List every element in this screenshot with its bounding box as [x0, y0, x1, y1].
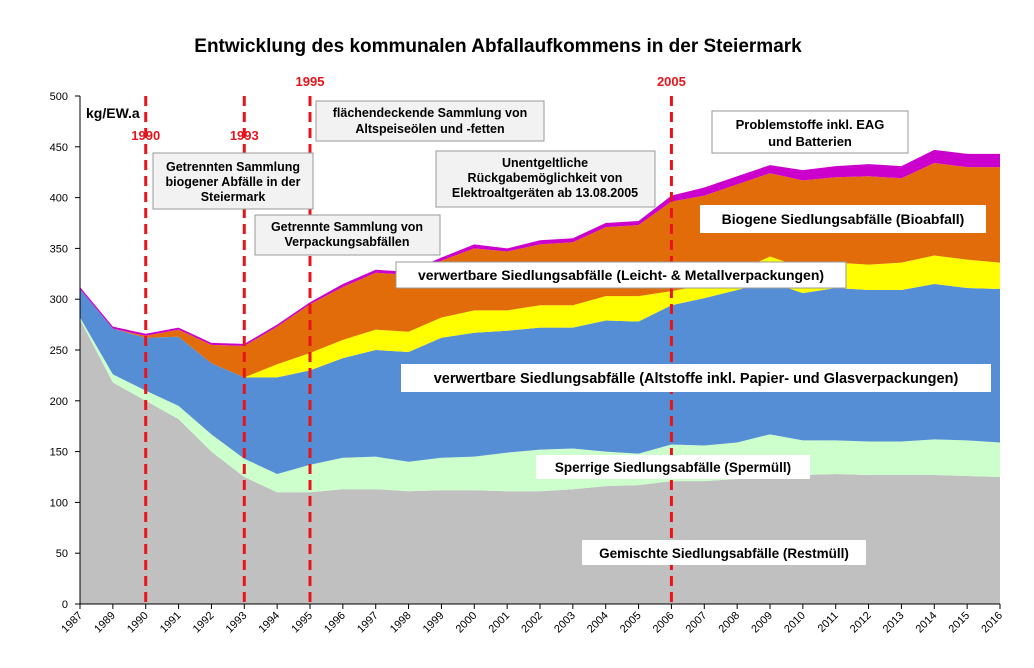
x-tick-label: 1990: [125, 610, 151, 636]
x-tick-label: 2008: [716, 610, 742, 636]
x-tick-label: 2015: [946, 610, 972, 636]
x-tick-label: 2004: [585, 610, 611, 636]
y-tick-label: 200: [50, 396, 68, 408]
label-line-1: Problemstoffe inkl. EAG: [736, 117, 885, 132]
marker-label-2005: 2005: [657, 74, 686, 89]
x-tick-label: 1998: [388, 610, 414, 636]
y-tick-label: 300: [50, 294, 68, 306]
marker-label-1993: 1993: [230, 128, 259, 143]
label-alt-text: verwertbare Siedlungsabfälle (Altstoffe …: [434, 371, 959, 387]
x-tick-label: 2003: [552, 610, 578, 636]
x-tick-label: 2010: [782, 610, 808, 636]
annotation-line-2: Altspeiseölen und -fetten: [355, 122, 504, 136]
x-tick-label: 2009: [749, 610, 775, 636]
y-tick-label: 500: [50, 91, 68, 103]
annotation-line-1: Getrennte Sammlung von: [271, 220, 423, 234]
x-tick-label: 1987: [59, 610, 85, 636]
x-tick-label: 1999: [421, 610, 447, 636]
annotation-line-3: Steiermark: [201, 190, 266, 204]
annotation-oil-1995: flächendeckende Sammlung von Altspeiseöl…: [315, 100, 545, 142]
annotation-line-2: Rückgabemöglichkeit von: [468, 171, 623, 185]
annotation-verpackung-1993: Getrennte Sammlung von Verpackungsabfäll…: [254, 214, 441, 256]
label-leichtverpackungen: verwertbare Siedlungsabfälle (Leicht- & …: [395, 261, 847, 289]
x-tick-label: 2014: [914, 610, 940, 636]
y-tick-label: 0: [62, 599, 68, 611]
area-series-5: [80, 149, 1000, 346]
x-tick-label: 2000: [454, 610, 480, 636]
x-tick-label: 2011: [816, 610, 841, 635]
x-tick-label: 1993: [224, 610, 250, 636]
x-tick-label: 2007: [684, 610, 710, 636]
y-unit-label: kg/EW.a: [86, 105, 140, 121]
y-tick-label: 250: [50, 345, 68, 357]
label-altstoffe: verwertbare Siedlungsabfälle (Altstoffe …: [401, 364, 991, 392]
y-tick-label: 450: [50, 142, 68, 154]
label-rest-text: Gemischte Siedlungsabfälle (Restmüll): [599, 546, 849, 561]
annotation-line-1: Unentgeltliche: [502, 156, 588, 170]
y-tick-label: 350: [50, 243, 68, 255]
y-tick-label: 50: [56, 548, 68, 560]
annotation-line-2: Verpackungsabfällen: [284, 235, 409, 249]
label-sperrmuell: Sperrige Siedlungsabfälle (Spermüll): [536, 455, 810, 479]
annotation-eag-2005: Unentgeltliche Rückgabemöglichkeit von E…: [435, 150, 656, 208]
marker-label-1990: 1990: [131, 128, 160, 143]
area-series-3: [80, 255, 1000, 378]
marker-label-1995: 1995: [296, 74, 325, 89]
x-tick-label: 2005: [618, 610, 644, 636]
x-tick-label: 1997: [355, 610, 381, 636]
label-problemstoffe: Problemstoffe inkl. EAG und Batterien: [711, 110, 909, 154]
x-tick-label: 2002: [519, 610, 545, 636]
x-tick-label: 1994: [256, 610, 282, 636]
y-tick-label: 150: [50, 447, 68, 459]
y-tick-label: 400: [50, 193, 68, 205]
annotation-line-2: biogener Abfälle in der: [166, 175, 301, 189]
y-tick-label: 100: [50, 497, 68, 509]
x-tick-label: 1995: [289, 610, 315, 636]
label-bioabfall: Biogene Siedlungsabfälle (Bioabfall): [700, 205, 986, 233]
label-lvp-text: verwertbare Siedlungsabfälle (Leicht- & …: [418, 267, 824, 283]
x-tick-label: 2012: [848, 610, 874, 636]
annotation-line-1: flächendeckende Sammlung von: [333, 106, 528, 120]
label-sperr-text: Sperrige Siedlungsabfälle (Spermüll): [555, 460, 791, 475]
annotation-line-3: Elektroaltgeräten ab 13.08.2005: [452, 186, 638, 200]
x-tick-label: 2001: [486, 610, 512, 636]
x-tick-label: 2006: [651, 610, 677, 636]
label-line-2: und Batterien: [768, 134, 852, 149]
x-tick-label: 2013: [881, 610, 907, 636]
label-restmuell: Gemischte Siedlungsabfälle (Restmüll): [582, 540, 866, 565]
x-tick-label: 1989: [92, 610, 118, 636]
annotation-bio-1990: Getrennten Sammlung biogener Abfälle in …: [152, 152, 314, 210]
annotation-line-1: Getrennten Sammlung: [166, 160, 300, 174]
x-tick-label: 1991: [158, 610, 184, 636]
area-series-1: [80, 317, 1000, 493]
label-bio-text: Biogene Siedlungsabfälle (Bioabfall): [722, 211, 965, 227]
x-tick-label: 1996: [322, 610, 348, 636]
x-tick-label: 2016: [979, 610, 1005, 636]
x-tick-label: 1992: [191, 610, 217, 636]
chart-title: Entwicklung des kommunalen Abfallaufkomm…: [194, 36, 802, 57]
